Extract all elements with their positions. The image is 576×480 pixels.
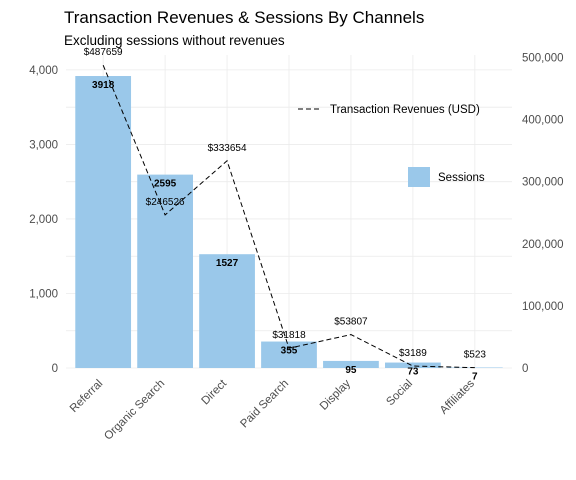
revenue-value-label: $53807 bbox=[334, 317, 368, 328]
data-labels: 3918 2595 1527 355 95 73 7 $487659 $246526 $33365… bbox=[84, 47, 487, 382]
revenue-value-label: $523 bbox=[464, 350, 487, 361]
y-left-tick-label: 3,000 bbox=[29, 139, 58, 151]
y-left-tick-label: 1,000 bbox=[29, 288, 58, 300]
legend-key-sessions bbox=[408, 167, 430, 187]
bar-value-label: 95 bbox=[345, 365, 357, 376]
revenue-value-label: $333654 bbox=[208, 143, 247, 154]
y-right-tick-label: 500,000 bbox=[522, 52, 564, 64]
legend: Transaction Revenues (USD) Sessions bbox=[298, 104, 485, 187]
bar-direct bbox=[199, 254, 255, 368]
chart-subtitle: Excluding sessions without revenues bbox=[64, 33, 285, 48]
revenue-value-label: $3189 bbox=[399, 348, 427, 359]
x-tick-label: Referral bbox=[68, 378, 105, 415]
x-tick-label: Direct bbox=[199, 377, 229, 407]
y-right-tick-label: 400,000 bbox=[522, 115, 564, 127]
x-tick-label: Organic Search bbox=[102, 378, 167, 443]
y-left-tick-label: 4,000 bbox=[29, 65, 58, 77]
bar-social bbox=[385, 362, 441, 368]
bars bbox=[75, 76, 503, 368]
y-right-tick-label: 300,000 bbox=[522, 177, 564, 189]
chart-title: Transaction Revenues & Sessions By Chann… bbox=[64, 8, 424, 27]
bar-value-label: 73 bbox=[407, 367, 419, 378]
bar-value-label: 2595 bbox=[154, 179, 177, 190]
bar-value-label: 7 bbox=[472, 371, 478, 382]
x-tick-label: Paid Search bbox=[238, 378, 291, 431]
y-left-tick-label: 0 bbox=[52, 363, 58, 375]
y-right-tick-label: 100,000 bbox=[522, 301, 564, 313]
y-right-tick-label: 200,000 bbox=[522, 239, 564, 251]
revenue-polyline bbox=[102, 64, 475, 369]
legend-label-revenue: Transaction Revenues (USD) bbox=[330, 104, 480, 116]
legend-label-sessions: Sessions bbox=[438, 172, 485, 184]
x-tick-label: Affiliates bbox=[438, 377, 477, 416]
revenue-line bbox=[102, 64, 475, 369]
bar-value-label: 355 bbox=[281, 346, 298, 357]
bar-value-label: 3918 bbox=[92, 80, 115, 91]
y-left-tick-label: 2,000 bbox=[29, 214, 58, 226]
x-tick-label: Social bbox=[384, 378, 415, 409]
bar-paid-search bbox=[261, 341, 317, 368]
gridlines bbox=[66, 55, 512, 369]
revenue-value-label: $246526 bbox=[146, 197, 185, 208]
bar-affiliates bbox=[446, 367, 503, 368]
revenue-value-label: $31818 bbox=[272, 330, 306, 341]
bar-value-label: 1527 bbox=[216, 258, 239, 269]
revenue-value-label: $487659 bbox=[84, 47, 123, 58]
bar-organic-search bbox=[137, 174, 193, 368]
bar-display bbox=[323, 360, 379, 368]
y-right-tick-label: 0 bbox=[522, 363, 528, 375]
x-tick-label: Display bbox=[318, 377, 353, 412]
bar-referral bbox=[75, 76, 132, 368]
